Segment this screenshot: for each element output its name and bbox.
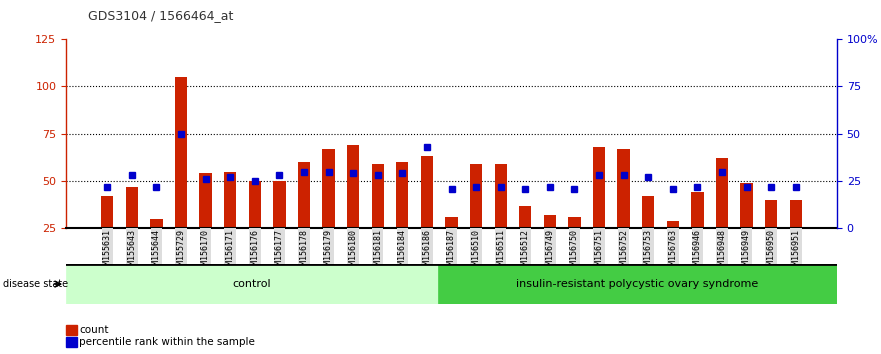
Text: GSM156186: GSM156186 xyxy=(422,229,432,274)
Text: insulin-resistant polycystic ovary syndrome: insulin-resistant polycystic ovary syndr… xyxy=(516,279,759,289)
Bar xyxy=(740,183,752,276)
Text: GSM156763: GSM156763 xyxy=(669,229,677,274)
Bar xyxy=(568,217,581,276)
Bar xyxy=(273,181,285,276)
Bar xyxy=(224,172,236,276)
Bar xyxy=(126,187,138,276)
Text: GSM156187: GSM156187 xyxy=(447,229,456,274)
Text: GSM156752: GSM156752 xyxy=(619,229,628,274)
Text: percentile rank within the sample: percentile rank within the sample xyxy=(79,337,255,347)
Text: GSM156951: GSM156951 xyxy=(791,229,800,274)
Text: GSM156751: GSM156751 xyxy=(595,229,603,274)
Text: GSM156949: GSM156949 xyxy=(742,229,751,274)
Bar xyxy=(175,77,187,276)
Bar xyxy=(618,149,630,276)
Text: GSM156171: GSM156171 xyxy=(226,229,234,274)
Bar xyxy=(593,147,605,276)
Bar xyxy=(298,162,310,276)
Bar xyxy=(421,156,433,276)
Text: GSM156950: GSM156950 xyxy=(766,229,775,274)
Bar xyxy=(692,192,704,276)
Text: GSM156946: GSM156946 xyxy=(692,229,702,274)
Text: GSM156753: GSM156753 xyxy=(644,229,653,274)
Text: GSM156181: GSM156181 xyxy=(374,229,382,274)
Text: GSM155631: GSM155631 xyxy=(103,229,112,274)
Bar xyxy=(101,196,114,276)
Bar xyxy=(642,196,655,276)
Text: disease state: disease state xyxy=(3,279,68,289)
Text: GSM156178: GSM156178 xyxy=(300,229,308,274)
Bar xyxy=(765,200,777,276)
Text: count: count xyxy=(79,325,108,335)
Bar xyxy=(494,164,507,276)
Text: GSM156176: GSM156176 xyxy=(250,229,259,274)
Bar xyxy=(248,181,261,276)
Text: GSM155643: GSM155643 xyxy=(128,229,137,274)
Text: GSM156184: GSM156184 xyxy=(398,229,407,274)
Bar xyxy=(396,162,409,276)
Bar xyxy=(519,206,531,276)
Text: GSM156749: GSM156749 xyxy=(545,229,554,274)
Text: GSM156511: GSM156511 xyxy=(496,229,505,274)
Bar xyxy=(470,164,482,276)
Text: GDS3104 / 1566464_at: GDS3104 / 1566464_at xyxy=(88,9,233,22)
Text: GSM155729: GSM155729 xyxy=(176,229,186,274)
Text: control: control xyxy=(233,279,271,289)
Bar xyxy=(322,149,335,276)
Text: GSM156180: GSM156180 xyxy=(349,229,358,274)
Bar xyxy=(151,219,163,276)
Bar xyxy=(544,215,556,276)
Text: GSM156510: GSM156510 xyxy=(471,229,481,274)
Bar xyxy=(199,173,211,276)
Bar xyxy=(667,221,679,276)
Bar xyxy=(372,164,384,276)
Text: GSM156750: GSM156750 xyxy=(570,229,579,274)
Text: GSM156170: GSM156170 xyxy=(201,229,211,274)
Bar xyxy=(347,145,359,276)
Text: GSM156948: GSM156948 xyxy=(717,229,727,274)
Bar xyxy=(438,264,837,304)
Text: GSM156177: GSM156177 xyxy=(275,229,284,274)
Bar xyxy=(789,200,802,276)
Text: GSM156179: GSM156179 xyxy=(324,229,333,274)
Bar xyxy=(446,217,457,276)
Text: GSM156512: GSM156512 xyxy=(521,229,529,274)
Bar xyxy=(66,264,438,304)
Bar xyxy=(716,158,728,276)
Text: GSM155644: GSM155644 xyxy=(152,229,161,274)
